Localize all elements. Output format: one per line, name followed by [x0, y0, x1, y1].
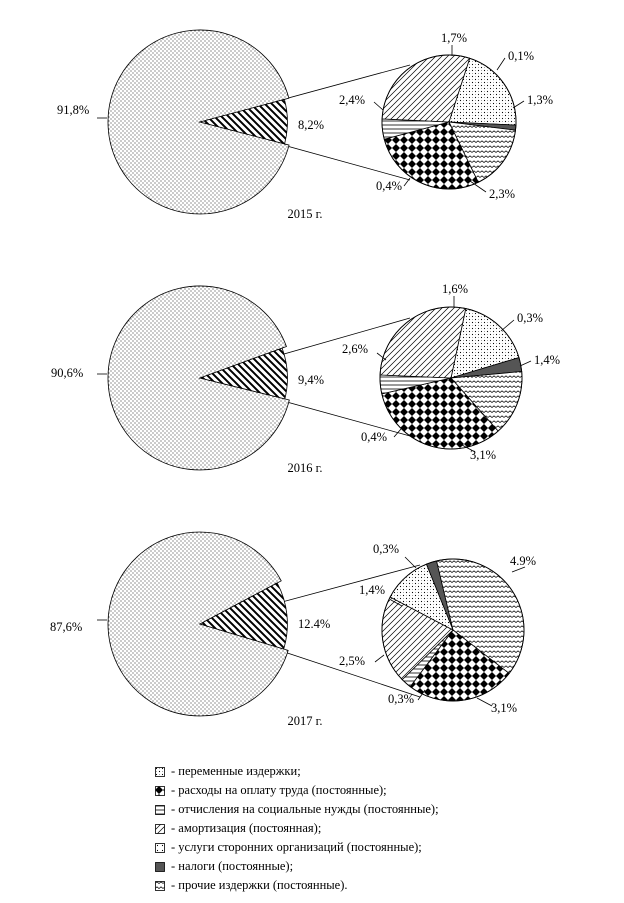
legend-item-social: - отчисления на социальные нужды (постоя…: [155, 800, 595, 819]
pie-group-1: 91,8% 8,2% 1,7% 0,1% 1,3% 2,3% 0,4% 2,4% 2015 г.: [57, 29, 553, 221]
detail-pie-label: 0,1%: [508, 49, 534, 63]
legend-swatch-services: [155, 842, 165, 853]
pie-group-2: 90,6% 9,4% 1,6% 0,3% 1,4% 3,1% 0,4% 2,6% 2016 г.: [51, 282, 560, 475]
year-caption: 2016 г.: [288, 461, 323, 475]
legend-label: - услуги сторонних организаций (постоянн…: [171, 840, 422, 854]
legend-item-services: - услуги сторонних организаций (постоянн…: [155, 838, 595, 857]
legend-item-taxes: - налоги (постоянные);: [155, 857, 595, 876]
legend-label: - расходы на оплату труда (постоянные);: [171, 783, 387, 797]
detail-pie-label: 1,4%: [534, 353, 560, 367]
year-caption: 2015 г.: [288, 207, 323, 221]
main-pie-label: 90,6%: [51, 366, 83, 380]
detail-label-leader: [393, 428, 402, 438]
legend-swatch-taxes: [155, 861, 165, 872]
main-pie-label: 9,4%: [298, 373, 324, 387]
main-pie-large-slice: [107, 285, 290, 471]
main-pie-large-slice: [107, 531, 289, 717]
legend-label: - амортизация (постоянная);: [171, 821, 322, 835]
detail-label-leader: [417, 689, 426, 701]
legend-item-variable: - переменные издержки;: [155, 762, 595, 781]
pie-charts: 91,8% 8,2% 1,7% 0,1% 1,3% 2,3% 0,4% 2,4% 2015 г.…: [50, 29, 560, 728]
detail-label-leader: [373, 101, 384, 111]
detail-label-leader: [511, 566, 526, 573]
legend-swatch-amort: [155, 823, 165, 834]
legend-item-other: - прочие издержки (постоянные).: [155, 876, 595, 895]
detail-label-leader: [376, 352, 387, 361]
legend-label: - переменные издержки;: [171, 764, 301, 778]
legend: - переменные издержки; - расходы на оплат…: [155, 762, 595, 895]
detail-pie-label: 4.9%: [510, 554, 536, 568]
detail-pie-label: 2,6%: [342, 342, 368, 356]
detail-slice-amort: [379, 306, 467, 379]
detail-pie-label: 1,6%: [442, 282, 468, 296]
legend-label: - налоги (постоянные);: [171, 859, 294, 873]
detail-pie-label: 0,4%: [361, 430, 387, 444]
legend-item-amort: - амортизация (постоянная);: [155, 819, 595, 838]
legend-swatch-social: [155, 804, 165, 815]
detail-pie-label: 1,7%: [441, 31, 467, 45]
legend-item-labor: - расходы на оплату труда (постоянные);: [155, 781, 595, 800]
legend-swatch-other: [155, 880, 165, 891]
main-pie-label: 91,8%: [57, 103, 89, 117]
year-caption: 2017 г.: [288, 714, 323, 728]
detail-pie-label: 3,1%: [470, 448, 496, 462]
main-pie-small-slice: [198, 582, 288, 650]
detail-label-leader: [496, 57, 506, 71]
detail-pie-outline: [381, 54, 517, 190]
detail-label-leader: [403, 177, 411, 187]
detail-pie-label: 2,4%: [339, 93, 365, 107]
legend-swatch-labor: [155, 785, 165, 796]
main-pie-label: 12.4%: [298, 617, 330, 631]
detail-label-leader: [469, 180, 487, 193]
detail-pie-label: 0,3%: [373, 542, 399, 556]
detail-label-leader: [519, 360, 532, 367]
main-pie-small-slice: [198, 347, 288, 400]
detail-pie-outline: [379, 306, 523, 450]
detail-pie-outline: [381, 558, 525, 702]
legend-label: - прочие издержки (постоянные).: [171, 878, 348, 892]
detail-label-leader: [512, 100, 525, 109]
detail-label-leader: [390, 599, 403, 607]
detail-label-leader: [500, 319, 515, 332]
detail-label-leader: [374, 654, 385, 663]
main-pie-label: 8,2%: [298, 118, 324, 132]
main-pie-label: 87,6%: [50, 620, 82, 634]
detail-label-leader: [404, 556, 417, 569]
main-pie-small-slice: [198, 98, 288, 145]
detail-label-leader: [461, 444, 476, 453]
legend-label: - отчисления на социальные нужды (постоя…: [171, 802, 439, 816]
detail-pie-label: 0,3%: [517, 311, 543, 325]
detail-pie-label: 0,4%: [376, 179, 402, 193]
pie-group-3: 87,6% 12.4% 0,3% 4.9% 3,1% 0,3% 2,5% 1,4% 2017 г…: [50, 531, 536, 728]
detail-pie-label: 3,1%: [491, 701, 517, 715]
detail-pie-label: 1,3%: [527, 93, 553, 107]
detail-pie-label: 2,5%: [339, 654, 365, 668]
detail-pie-label: 1,4%: [359, 583, 385, 597]
legend-swatch-variable: [155, 766, 165, 777]
detail-pie-label: 0,3%: [388, 692, 414, 706]
detail-pie-label: 2,3%: [489, 187, 515, 201]
detail-label-leader: [476, 697, 493, 707]
